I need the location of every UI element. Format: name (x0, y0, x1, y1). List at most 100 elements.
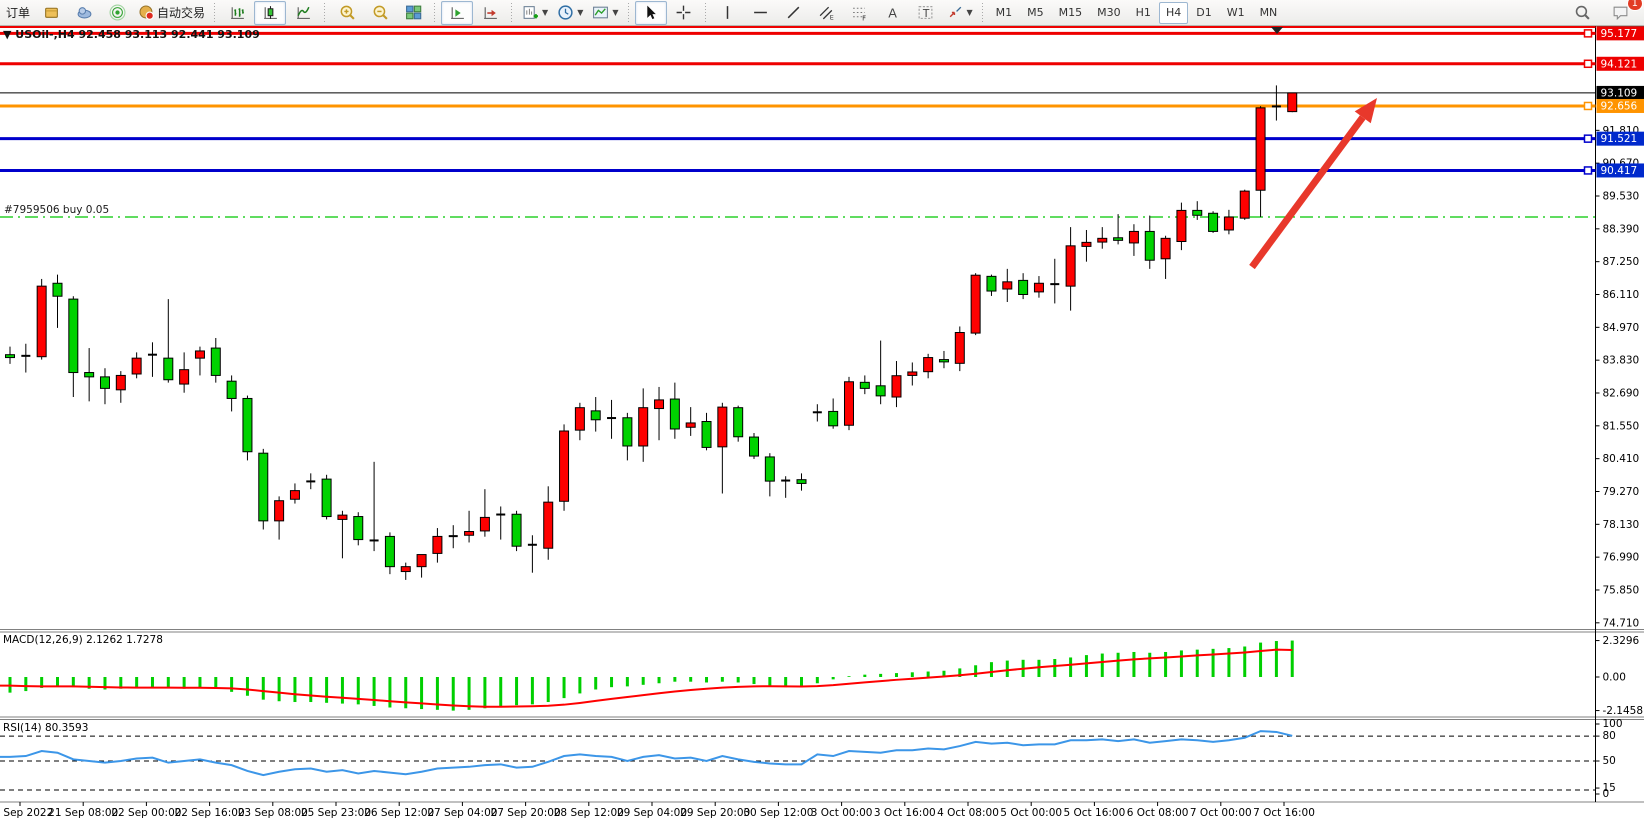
candlestick-chart-button[interactable] (254, 0, 287, 25)
time-tick-label: 22 Sep 16:00 (175, 807, 245, 819)
candle-body (701, 421, 712, 448)
tile-windows-button[interactable] (397, 1, 429, 25)
line-handle[interactable] (1583, 29, 1593, 38)
channel-icon: E (819, 6, 834, 21)
line-handle[interactable] (1583, 166, 1593, 175)
price-badge (1596, 26, 1644, 41)
vertical-line-button[interactable] (712, 1, 744, 25)
candle-body (1144, 230, 1155, 261)
price-badge-label: 90.417 (1601, 165, 1638, 177)
candle-body (321, 478, 332, 518)
fibonacci-button[interactable]: F (844, 1, 876, 25)
clock-icon (558, 5, 573, 20)
time-tick-label: 23 Sep 08:00 (238, 807, 308, 819)
dropdown-arrow-icon: ▼ (577, 8, 584, 17)
line-chart-button[interactable] (287, 1, 319, 25)
profiles-button[interactable]: ▼ (553, 1, 587, 25)
auto-scroll-button[interactable] (441, 0, 474, 25)
price-badge (1596, 98, 1644, 113)
crosshair-button[interactable] (668, 1, 700, 25)
newchart-icon (523, 6, 538, 19)
arrows-button[interactable]: ▼ (943, 1, 977, 25)
market-watch-icon[interactable] (35, 1, 67, 25)
candle-body (1287, 92, 1298, 113)
timeframe-H4-button[interactable]: H4 (1158, 1, 1189, 24)
channel-button[interactable]: E (811, 1, 843, 25)
timeframe-M15-button[interactable]: M15 (1058, 6, 1083, 19)
trend-arrow-annotation[interactable] (1249, 115, 1366, 270)
new-chart-button[interactable]: ▼ (518, 1, 552, 25)
templates-button[interactable]: ▼ (588, 1, 622, 25)
candle-body (638, 407, 649, 447)
timeframe-M1-button[interactable]: M1 (995, 6, 1013, 19)
robot-icon (139, 5, 154, 20)
chat-button[interactable]: 1 (1604, 0, 1643, 25)
chart-shift-marker-icon[interactable] (1271, 27, 1283, 34)
navigator-icon[interactable] (68, 1, 100, 25)
rsi-scale-label: 0 (1603, 788, 1610, 800)
candle-body (115, 374, 126, 391)
candle-body (226, 380, 237, 399)
autotrading-button[interactable]: 自动交易 (134, 1, 209, 25)
candle-body (337, 514, 348, 520)
line-handle[interactable] (1583, 134, 1593, 143)
new-order-button[interactable]: 订单 (2, 1, 34, 25)
cursor-button[interactable] (634, 0, 667, 25)
timeframe-MN-button[interactable]: MN (1259, 6, 1278, 19)
label-button[interactable]: T (910, 1, 942, 25)
bar-chart-button[interactable] (221, 1, 253, 25)
toolbar-separator (212, 2, 219, 23)
price-tick-label: 89.530 (1603, 191, 1640, 203)
candle-doji (147, 353, 157, 356)
timeframe-D1-button[interactable]: D1 (1196, 6, 1212, 19)
time-tick-label: 26 Sep 12:00 (364, 807, 434, 819)
timeframe-H1-button[interactable]: H1 (1135, 6, 1151, 19)
timeframe-W1-button[interactable]: W1 (1226, 6, 1245, 19)
svg-text:E: E (830, 13, 834, 21)
time-tick-label: 22 Sep 00:00 (111, 807, 181, 819)
time-tick-label: 4 Oct 08:00 (937, 807, 999, 819)
candle-body (353, 516, 364, 541)
search-button[interactable] (1566, 1, 1598, 25)
toolbar-separator (432, 2, 439, 23)
zoomin-icon (340, 5, 355, 20)
candle-body (970, 274, 981, 334)
tile-icon (405, 5, 421, 20)
arrows-icon (949, 6, 961, 18)
chart-shift-button[interactable] (474, 1, 506, 25)
candle-body (828, 410, 839, 427)
candle-body (875, 385, 886, 397)
autoscroll-icon (450, 7, 464, 19)
timeframe-M30-button[interactable]: M30 (1097, 6, 1121, 19)
zoom-in-button[interactable] (331, 1, 363, 25)
candle-body (622, 417, 633, 447)
rsi-label: RSI(14) 80.3593 (3, 722, 88, 734)
price-badge-label: 92.656 (1601, 100, 1638, 112)
price-tick-label: 82.690 (1603, 387, 1640, 399)
price-tick-label: 79.270 (1603, 486, 1640, 498)
line-handle[interactable] (1583, 101, 1593, 111)
cloud-icon (77, 7, 91, 19)
candle-body (99, 376, 110, 389)
timeframe-M5-button[interactable]: M5 (1027, 6, 1044, 19)
horizontal-line-button[interactable] (745, 1, 777, 25)
time-tick-label: 27 Sep 04:00 (427, 807, 497, 819)
toolbar-right-group: 1 (1566, 0, 1643, 25)
time-tick-label: 7 Oct 16:00 (1253, 807, 1315, 819)
linechart-icon (296, 6, 310, 19)
time-tick-label: 20 Sep 2022 (0, 807, 53, 819)
signals-icon[interactable] (101, 1, 133, 25)
line-handle[interactable] (1583, 59, 1593, 69)
macd-scale-label: 0.00 (1603, 672, 1626, 684)
candle-body (986, 275, 997, 292)
trendline-button[interactable] (778, 1, 810, 25)
toolbar-separator (625, 2, 632, 23)
zoomout-icon (373, 5, 388, 20)
price-tick-label: 78.130 (1603, 519, 1640, 531)
text-button[interactable]: A (877, 1, 909, 25)
candle-body (1033, 282, 1044, 293)
price-tick-label: 84.970 (1603, 322, 1640, 334)
zoom-out-button[interactable] (364, 1, 396, 25)
candle-body (400, 566, 411, 573)
